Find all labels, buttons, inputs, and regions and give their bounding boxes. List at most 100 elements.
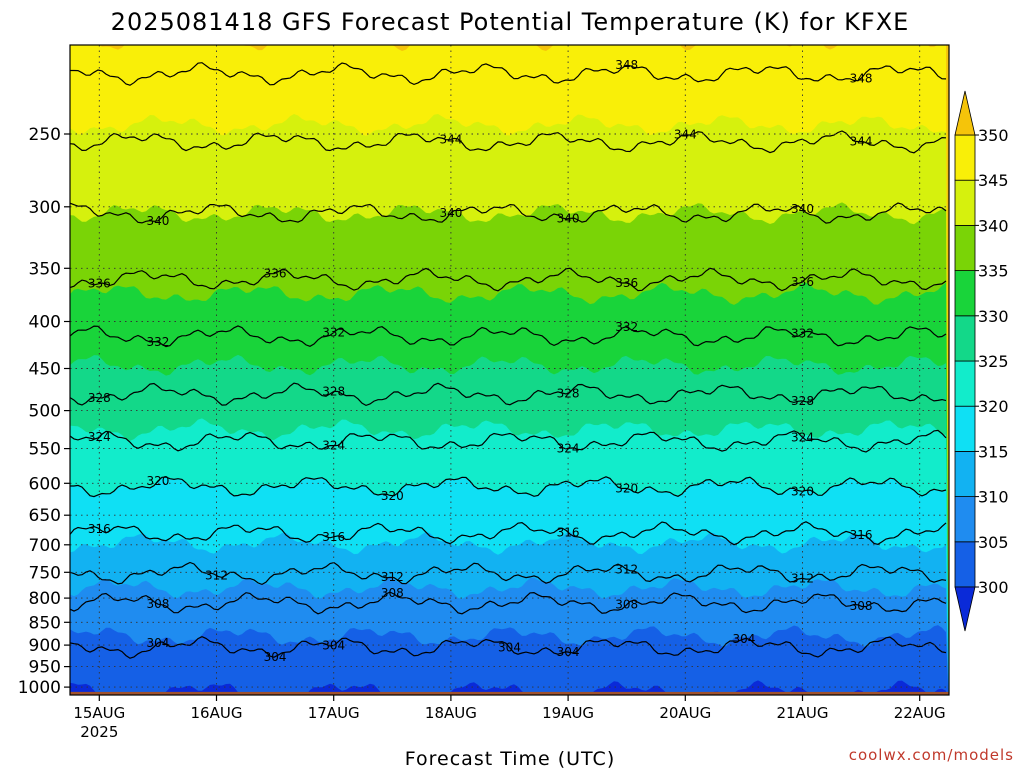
x-tick-label: 22AUG (894, 704, 946, 722)
contour-label: 320 (791, 484, 814, 498)
contour-labels: 304 304 304 304 304 304 308 308 308 308 312 312 312 3… (88, 58, 873, 664)
colorbar-tick-label: 350 (978, 126, 1009, 145)
contour-label: 344 (850, 134, 873, 148)
colorbar-swatch (954, 315, 976, 362)
contour-label: 332 (322, 326, 345, 340)
contour-label: 332 (146, 335, 169, 349)
colorbar-min-arrow (954, 586, 976, 632)
contour-label: 332 (791, 327, 814, 341)
colorbar-tick-label: 345 (978, 171, 1009, 190)
colorbar: 300 305 310 315 320 325 330 335 340 345 350 (954, 90, 1009, 632)
contour-line-332 (70, 325, 947, 348)
x-tick-label: 17AUG (308, 704, 360, 722)
contour-label: 324 (557, 442, 580, 456)
contour-label: 304 (498, 640, 521, 654)
contour-label: 304 (322, 639, 345, 653)
contour-label: 336 (791, 275, 814, 289)
x-tick-label: 20AUG (659, 704, 711, 722)
colorbar-tick-label: 340 (978, 216, 1009, 235)
y-tick-label: 950 (29, 658, 61, 678)
y-tick-label: 700 (29, 536, 61, 556)
colorbar-swatch (954, 360, 976, 407)
contour-label: 308 (381, 586, 404, 600)
contour-label: 348 (615, 58, 638, 72)
contour-label: 344 (439, 133, 462, 147)
x-tick-label: 19AUG (542, 704, 594, 722)
contour-line-348 (70, 62, 947, 86)
x-tick-label: 18AUG (425, 704, 477, 722)
colorbar-swatch (954, 405, 976, 452)
colorbar-tick-label: 320 (978, 397, 1009, 416)
colorbar-swatch (954, 270, 976, 317)
y-tick-label: 300 (29, 198, 61, 218)
contour-label: 316 (850, 528, 873, 542)
contour-line-312 (70, 561, 947, 586)
contour-label: 328 (322, 384, 345, 398)
contour-label: 336 (88, 277, 111, 291)
contour-label: 324 (791, 430, 814, 444)
terrain-ground (70, 691, 949, 695)
contour-line-328 (70, 382, 947, 407)
contour-label: 320 (381, 489, 404, 503)
contour-line-324 (70, 429, 947, 453)
y-tick-label: 350 (29, 259, 61, 279)
contour-label: 324 (88, 430, 111, 444)
y-tick-label: 450 (29, 360, 61, 380)
contour-line-344 (70, 130, 947, 154)
y-tick-label: 750 (29, 563, 61, 583)
contour-label: 304 (557, 645, 580, 659)
y-axis: 250 300 350 400 450 500 550 600 650 700 750 800 850 9… (18, 125, 70, 698)
plot-frame (69, 44, 950, 696)
contour-label: 328 (88, 391, 111, 405)
x-axis-label: Forecast Time (UTC) (405, 748, 615, 768)
band-below-300 (70, 680, 947, 695)
x-tick-sublabel: 2025 (80, 723, 118, 741)
contour-label: 308 (146, 597, 169, 611)
colorbar-tick-label: 335 (978, 262, 1009, 281)
y-tick-label: 500 (29, 402, 61, 422)
colorbar-tick-label: 315 (978, 442, 1009, 461)
contour-label: 304 (264, 650, 287, 664)
colorbar-swatch (954, 541, 976, 588)
colorbar-tick-label: 310 (978, 488, 1009, 507)
y-tick-label: 850 (29, 613, 61, 633)
contour-line-320 (70, 476, 947, 498)
contour-label: 304 (146, 636, 169, 650)
y-tick-label: 800 (29, 589, 61, 609)
colorbar-swatch (954, 134, 976, 181)
y-tick-label: 250 (29, 125, 61, 145)
contour-label: 312 (205, 569, 228, 583)
contour-label: 336 (615, 276, 638, 290)
contour-label: 340 (557, 212, 580, 226)
contour-line-308 (70, 591, 947, 615)
contour-label: 316 (322, 530, 345, 544)
band-below-305 (70, 625, 949, 695)
contour-label: 336 (264, 266, 287, 280)
contour-line-304 (70, 636, 947, 659)
colorbar-tick-label: 305 (978, 533, 1009, 552)
y-tick-label: 600 (29, 474, 61, 494)
colorbar-max-arrow (954, 90, 976, 136)
contour-label: 344 (674, 128, 697, 142)
x-tick-label: 15AUG (73, 704, 125, 722)
contour-label: 304 (732, 632, 755, 646)
colorbar-swatch (954, 450, 976, 497)
contour-label: 312 (381, 570, 404, 584)
x-tick-label: 21AUG (777, 704, 829, 722)
contour-line-336 (70, 267, 947, 292)
color-bands (70, 45, 949, 695)
contour-label: 308 (615, 598, 638, 612)
contour-label: 320 (146, 474, 169, 488)
grid-lines (70, 45, 949, 695)
contour-label: 324 (322, 439, 345, 453)
y-tick-label: 550 (29, 440, 61, 460)
chart-title: 2025081418 GFS Forecast Potential Temper… (111, 8, 910, 36)
contour-label: 348 (850, 72, 873, 86)
x-tick-label: 16AUG (191, 704, 243, 722)
credit-text: coolwx.com/models (849, 746, 1014, 764)
colorbar-swatch (954, 224, 976, 271)
y-tick-label: 900 (29, 636, 61, 656)
y-tick-label: 650 (29, 506, 61, 526)
